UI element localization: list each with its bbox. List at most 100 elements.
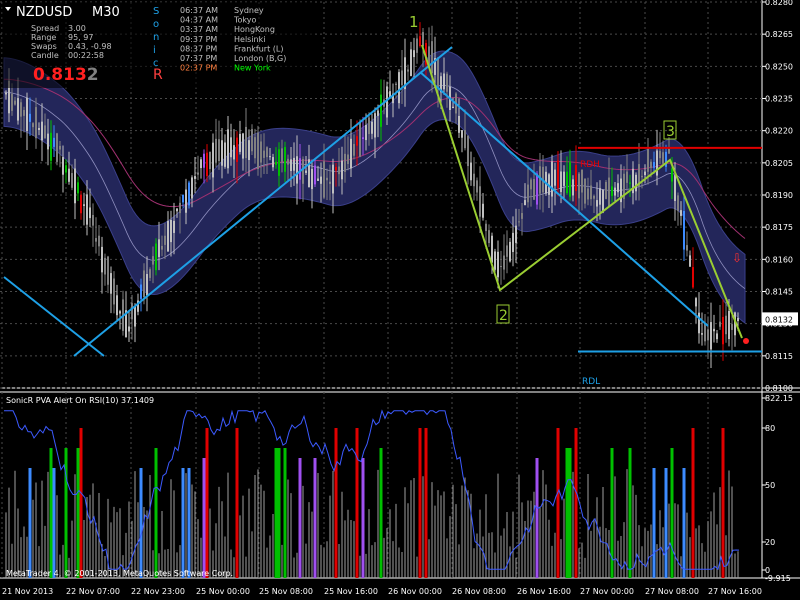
- candle-body: [314, 165, 316, 185]
- candle-body: [227, 129, 229, 169]
- candle-body: [470, 162, 472, 181]
- candle-body: [722, 316, 724, 345]
- candle-body: [716, 333, 718, 340]
- candle-body: [692, 267, 694, 288]
- candle-body: [404, 57, 406, 90]
- candle-body: [86, 194, 88, 225]
- candle-body: [209, 152, 211, 169]
- candle-body: [194, 176, 196, 179]
- candle-body: [11, 93, 13, 111]
- candle-body: [182, 194, 184, 203]
- candle-body: [533, 178, 535, 200]
- candle-body: [95, 238, 97, 242]
- candle-body: [107, 256, 109, 285]
- candle-body: [698, 312, 700, 334]
- candle-body: [188, 182, 190, 206]
- current-price-tag: [762, 312, 798, 326]
- candle-body: [143, 270, 145, 298]
- candle-body: [260, 141, 262, 163]
- candle-body: [713, 328, 715, 332]
- time-label: 27 Nov 16:00: [708, 587, 762, 596]
- candle-body: [317, 178, 319, 181]
- price-label: 0.8220: [765, 127, 793, 136]
- candle-body: [431, 41, 433, 74]
- candle-body: [611, 186, 613, 196]
- candle-body: [617, 183, 619, 193]
- candle-body: [665, 151, 667, 167]
- price-axis: 0.8280 0.8265 0.8250 0.8235 0.8220 0.8205 0.81…: [762, 0, 798, 393]
- candle-body: [161, 245, 163, 250]
- indicator-title: SonicR PVA Alert On RSI(10) 37.1409: [6, 396, 154, 405]
- candle-body: [41, 121, 43, 141]
- indicator-axis-label: 822.15: [765, 394, 793, 403]
- current-price-value: 0.8132: [765, 315, 793, 324]
- candle-body: [644, 171, 646, 176]
- candle-body: [563, 171, 565, 186]
- candle-body: [443, 73, 445, 90]
- candle-body: [38, 127, 40, 130]
- candle-body: [656, 150, 658, 176]
- candle-body: [620, 178, 622, 203]
- current-price-dot: [743, 338, 749, 344]
- time-label: 26 Nov 00:00: [388, 587, 442, 596]
- copyright-text: MetaTrader 4, © 2001-2013, MetaQuotes So…: [6, 569, 233, 578]
- candle-body: [590, 185, 592, 200]
- candle-body: [131, 303, 133, 320]
- candle-body: [437, 57, 439, 88]
- candle-body: [56, 133, 58, 162]
- candle-body: [101, 246, 103, 273]
- candle-body: [191, 177, 193, 199]
- candle-body: [506, 245, 508, 257]
- candle-body: [482, 203, 484, 218]
- candle-body: [23, 110, 25, 116]
- wave-label-2: 2: [499, 308, 508, 324]
- candle-body: [380, 94, 382, 127]
- candle-body: [497, 251, 499, 278]
- candle-body: [206, 152, 208, 177]
- candle-body: [638, 164, 640, 187]
- candle-body: [152, 256, 154, 265]
- candle-body: [491, 235, 493, 263]
- candle-body: [338, 166, 340, 175]
- candle-body: [185, 189, 187, 213]
- candle-body: [725, 315, 727, 335]
- candle-body: [458, 115, 460, 133]
- candle-body: [368, 117, 370, 135]
- candle-body: [329, 181, 331, 184]
- candle-body: [164, 235, 166, 245]
- candle-body: [407, 69, 409, 72]
- candle-body: [173, 220, 175, 233]
- candle-body: [479, 186, 481, 217]
- price-label: 0.8205: [765, 159, 793, 168]
- candle-body: [245, 126, 247, 159]
- candle-body: [593, 195, 595, 199]
- candle-body: [536, 173, 538, 205]
- candle-body: [494, 251, 496, 270]
- candle-body: [446, 73, 448, 92]
- candle-body: [320, 176, 322, 184]
- candle-body: [104, 257, 106, 275]
- candle-body: [263, 150, 265, 158]
- candle-body: [551, 161, 553, 197]
- candle-body: [17, 98, 19, 121]
- candle-body: [257, 132, 259, 170]
- candle-body: [365, 125, 367, 141]
- candle-body: [278, 149, 280, 176]
- candle-body: [662, 152, 664, 164]
- candle-body: [344, 153, 346, 172]
- price-label: 0.8280: [765, 0, 793, 7]
- candle-body: [731, 324, 733, 330]
- candle-body: [203, 153, 205, 168]
- candle-body: [47, 133, 49, 150]
- candle-body: [302, 158, 304, 184]
- candle-body: [170, 220, 172, 243]
- candle-body: [332, 164, 334, 194]
- candle-body: [110, 273, 112, 294]
- candle-body: [614, 187, 616, 196]
- candle-body: [218, 139, 220, 162]
- candle-body: [287, 158, 289, 165]
- candle-body: [266, 147, 268, 158]
- candle-body: [362, 137, 364, 140]
- candle-body: [671, 168, 673, 182]
